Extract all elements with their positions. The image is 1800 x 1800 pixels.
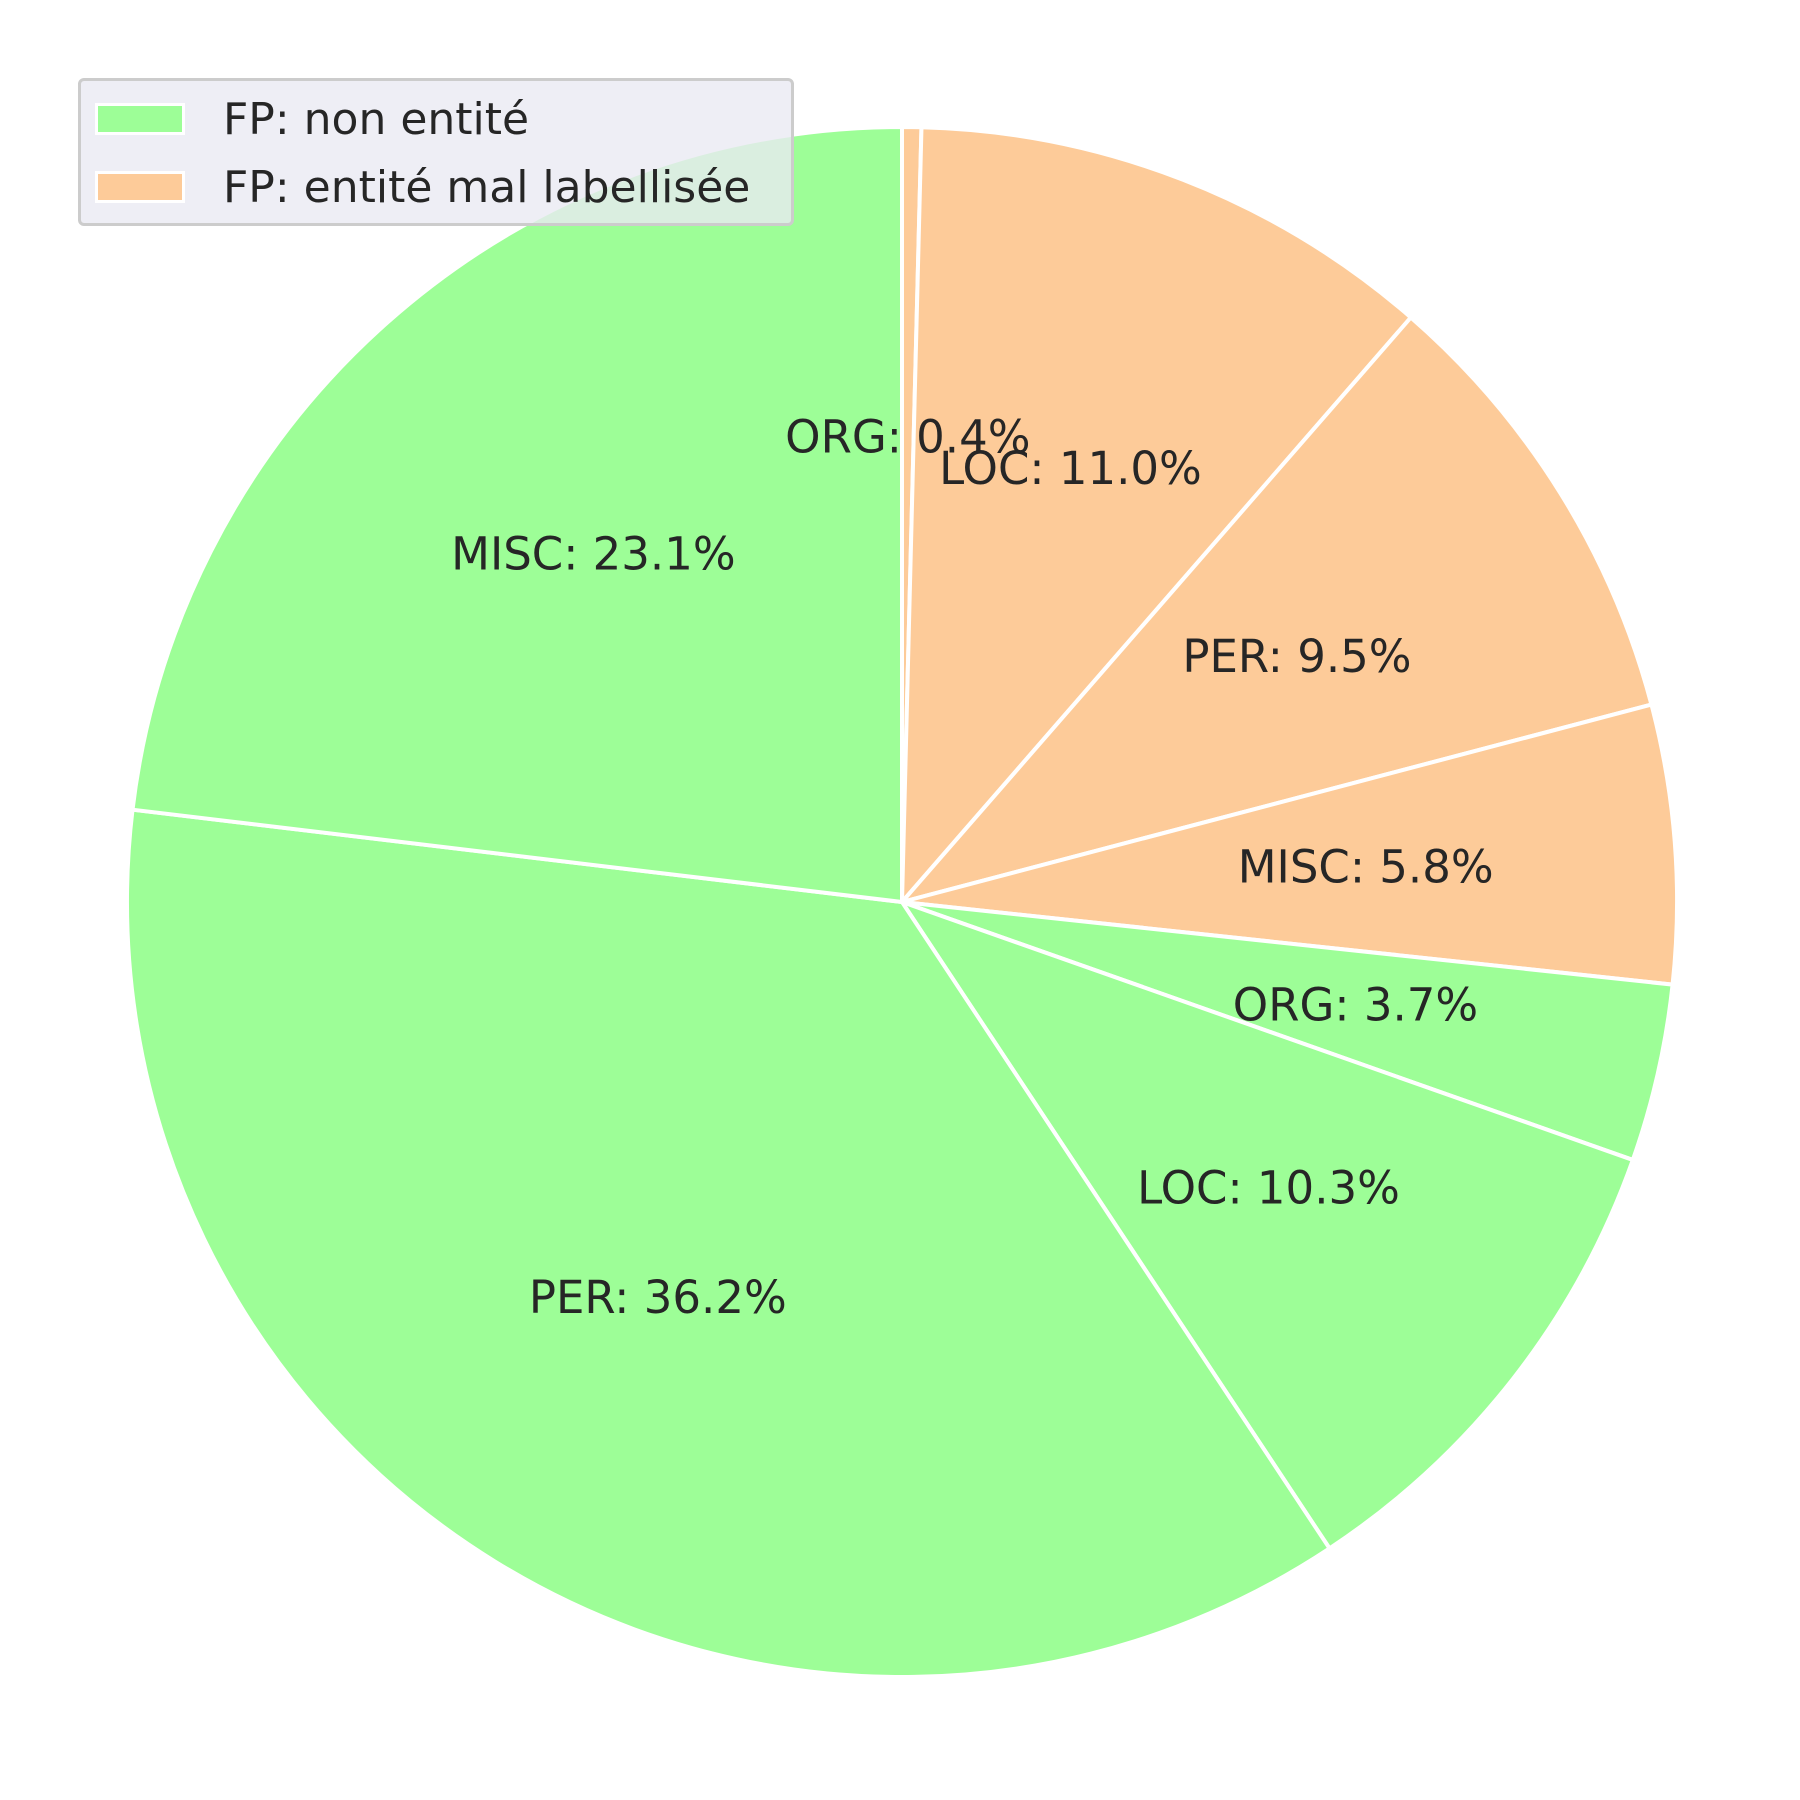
legend-label-non-entite: FP: non entité xyxy=(223,93,530,145)
slice-label-org-0-4: ORG: 0.4% xyxy=(785,411,1030,464)
pie-slice-loc-11-0 xyxy=(900,125,1413,904)
legend-item-non-entite: FP: non entité xyxy=(95,93,529,145)
slice-label-misc-5-8: MISC: 5.8% xyxy=(1238,840,1494,893)
legend-swatch-non-entite xyxy=(95,103,185,135)
pie-slice-loc-10-3 xyxy=(900,900,1635,1551)
slice-label-per-9-5: PER: 9.5% xyxy=(1182,630,1411,683)
slice-label-org-3-7: ORG: 3.7% xyxy=(1233,978,1478,1031)
legend-swatch-entite-mal-labellisee xyxy=(95,171,185,203)
pie-slice-misc-23-1 xyxy=(130,125,904,904)
legend-item-entite-mal-labellisee: FP: entité mal labellisée xyxy=(95,161,750,213)
slice-label-loc-11-0: LOC: 11.0% xyxy=(939,442,1202,495)
slice-label-misc-23-1: MISC: 23.1% xyxy=(451,528,736,581)
slice-label-loc-10-3: LOC: 10.3% xyxy=(1137,1162,1400,1215)
pie-slice-per-36-2 xyxy=(125,807,1332,1679)
legend: FP: non entité FP: entité mal labellisée xyxy=(78,78,794,226)
slice-label-per-36-2: PER: 36.2% xyxy=(529,1271,787,1324)
pie-slice-per-9-5 xyxy=(900,315,1654,904)
pie-slice-misc-5-8 xyxy=(900,702,1679,987)
pie-slices xyxy=(125,125,1679,1679)
pie-labels: ORG: 0.4%LOC: 11.0% PER: 9.5% MISC: 5.8% OR… xyxy=(451,411,1493,1325)
legend-label-entite-mal-labellisee: FP: entité mal labellisée xyxy=(223,161,751,213)
